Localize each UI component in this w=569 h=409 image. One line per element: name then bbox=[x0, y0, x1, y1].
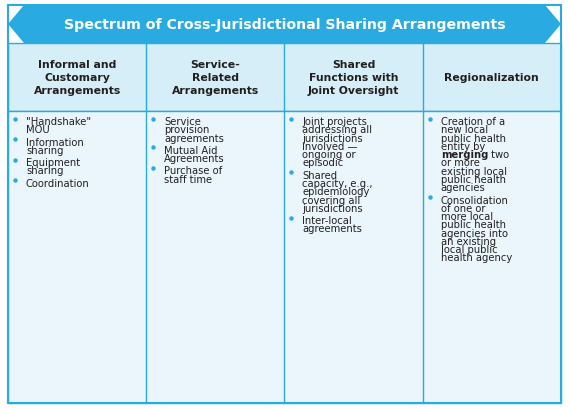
Text: MOU: MOU bbox=[26, 125, 50, 135]
Text: ongoing or: ongoing or bbox=[303, 150, 356, 160]
Text: Creation of a: Creation of a bbox=[441, 117, 505, 127]
Text: Consolidation: Consolidation bbox=[441, 195, 509, 205]
Text: Coordination: Coordination bbox=[26, 178, 90, 188]
Text: existing local: existing local bbox=[441, 166, 507, 176]
Text: Informal and
Customary
Arrangements: Informal and Customary Arrangements bbox=[34, 60, 121, 96]
Text: two: two bbox=[488, 150, 509, 160]
Text: local public: local public bbox=[441, 245, 497, 254]
Text: agencies into: agencies into bbox=[441, 228, 508, 238]
Text: public health: public health bbox=[441, 175, 506, 184]
Text: an existing: an existing bbox=[441, 236, 496, 246]
Text: Equipment: Equipment bbox=[26, 158, 80, 168]
Text: Service: Service bbox=[164, 117, 201, 127]
Text: new local: new local bbox=[441, 125, 488, 135]
Text: Information: Information bbox=[26, 137, 84, 147]
Text: public health: public health bbox=[441, 220, 506, 230]
Text: of one or: of one or bbox=[441, 203, 485, 213]
Text: merging: merging bbox=[441, 150, 488, 160]
Text: Agreements: Agreements bbox=[164, 154, 225, 164]
Text: Regionalization: Regionalization bbox=[444, 73, 539, 83]
Text: covering all: covering all bbox=[303, 195, 361, 205]
Text: or more: or more bbox=[441, 158, 480, 168]
Text: agreements: agreements bbox=[303, 224, 362, 234]
Text: agreements: agreements bbox=[164, 133, 224, 143]
Text: sharing: sharing bbox=[26, 146, 64, 155]
Text: Purchase of: Purchase of bbox=[164, 166, 222, 176]
Text: Mutual Aid: Mutual Aid bbox=[164, 146, 218, 155]
Text: jurisdictions: jurisdictions bbox=[303, 133, 363, 143]
Polygon shape bbox=[8, 6, 561, 44]
Text: Inter-local: Inter-local bbox=[303, 216, 352, 225]
Text: Spectrum of Cross-Jurisdictional Sharing Arrangements: Spectrum of Cross-Jurisdictional Sharing… bbox=[64, 18, 505, 32]
Text: addressing all: addressing all bbox=[303, 125, 373, 135]
Text: jurisdictions: jurisdictions bbox=[303, 203, 363, 213]
Text: sharing: sharing bbox=[26, 166, 64, 176]
Text: more local: more local bbox=[441, 211, 493, 222]
Text: health agency: health agency bbox=[441, 253, 512, 263]
Text: involved —: involved — bbox=[303, 142, 358, 151]
Text: Joint projects: Joint projects bbox=[303, 117, 368, 127]
Text: capacity, e.g.,: capacity, e.g., bbox=[303, 178, 373, 189]
Text: provision: provision bbox=[164, 125, 209, 135]
Text: Service-
Related
Arrangements: Service- Related Arrangements bbox=[172, 60, 259, 96]
Text: Shared: Shared bbox=[303, 170, 337, 180]
Text: Shared
Functions with
Joint Oversight: Shared Functions with Joint Oversight bbox=[308, 60, 399, 96]
Text: public health: public health bbox=[441, 133, 506, 143]
Text: agencies: agencies bbox=[441, 183, 485, 193]
Text: episodic: episodic bbox=[303, 158, 344, 168]
Text: "Handshake": "Handshake" bbox=[26, 117, 91, 127]
Bar bbox=[8, 44, 561, 112]
Text: staff time: staff time bbox=[164, 174, 212, 184]
Text: entity by: entity by bbox=[441, 142, 485, 151]
Bar bbox=[8, 112, 561, 403]
Text: epidemiology: epidemiology bbox=[303, 187, 370, 197]
